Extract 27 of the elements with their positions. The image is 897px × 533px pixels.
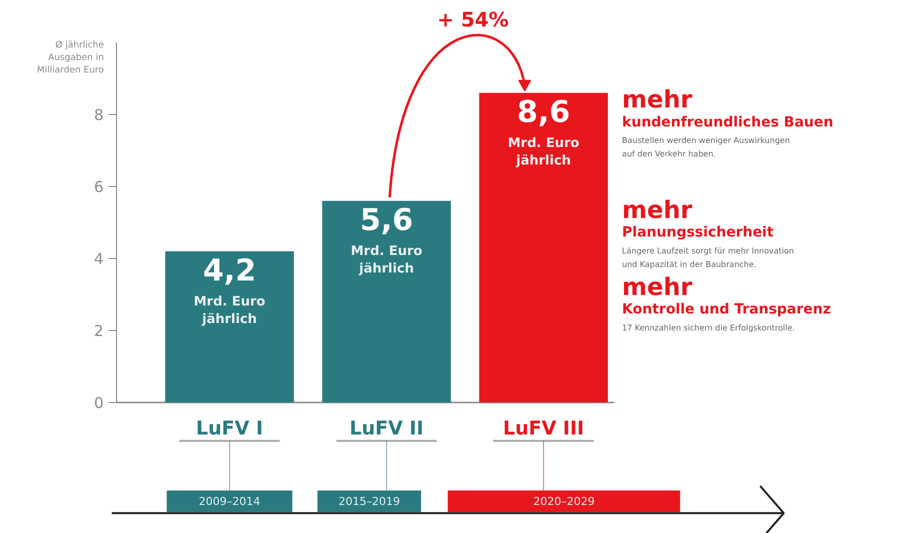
text: kundenfreundliches Bauen [622, 114, 834, 130]
text: Planungssicherheit [622, 224, 774, 241]
y-tick-label: 4 [94, 250, 104, 268]
data-label: 8,6 Mrd. Euro jährlich [508, 95, 580, 168]
y-tick-label: 0 [94, 394, 104, 412]
text: Längere Laufzeit sorgt für mehr Innovation und Kapazität in der Baubranche. [622, 246, 794, 269]
y-axis-title: Ø jährliche Ausgaben in Milliarden Euro [36, 40, 104, 76]
text: mehr [622, 86, 692, 114]
y-tick-label: 6 [94, 178, 104, 196]
x-tick-label: LuFV II [350, 417, 424, 440]
text: Kontrolle und Transparenz [622, 302, 831, 318]
bar [165, 251, 294, 402]
x-tick-label: LuFV I [196, 417, 264, 440]
x-tick-label: LuFV III [502, 417, 584, 440]
text: 2009–2014 [198, 494, 260, 508]
data-label: 5,6 Mrd. Euro jährlich [350, 203, 422, 276]
text: 2020–2029 [533, 494, 595, 508]
y-tick-label: 8 [94, 106, 104, 124]
text: mehr [622, 272, 692, 301]
bar [322, 200, 451, 402]
text: + 54% [437, 8, 509, 32]
text: 2015–2019 [338, 494, 400, 508]
data-label: 4,2 Mrd. Euro jährlich [194, 254, 266, 327]
text: mehr [622, 196, 692, 224]
y-tick-label: 2 [94, 322, 104, 340]
text: Baustellen werden weniger Auswirkungen auf den Verkehr haben. [622, 136, 790, 159]
text: 17 Kennzahlen sichern die Erfolgskontrolle. [622, 323, 795, 332]
